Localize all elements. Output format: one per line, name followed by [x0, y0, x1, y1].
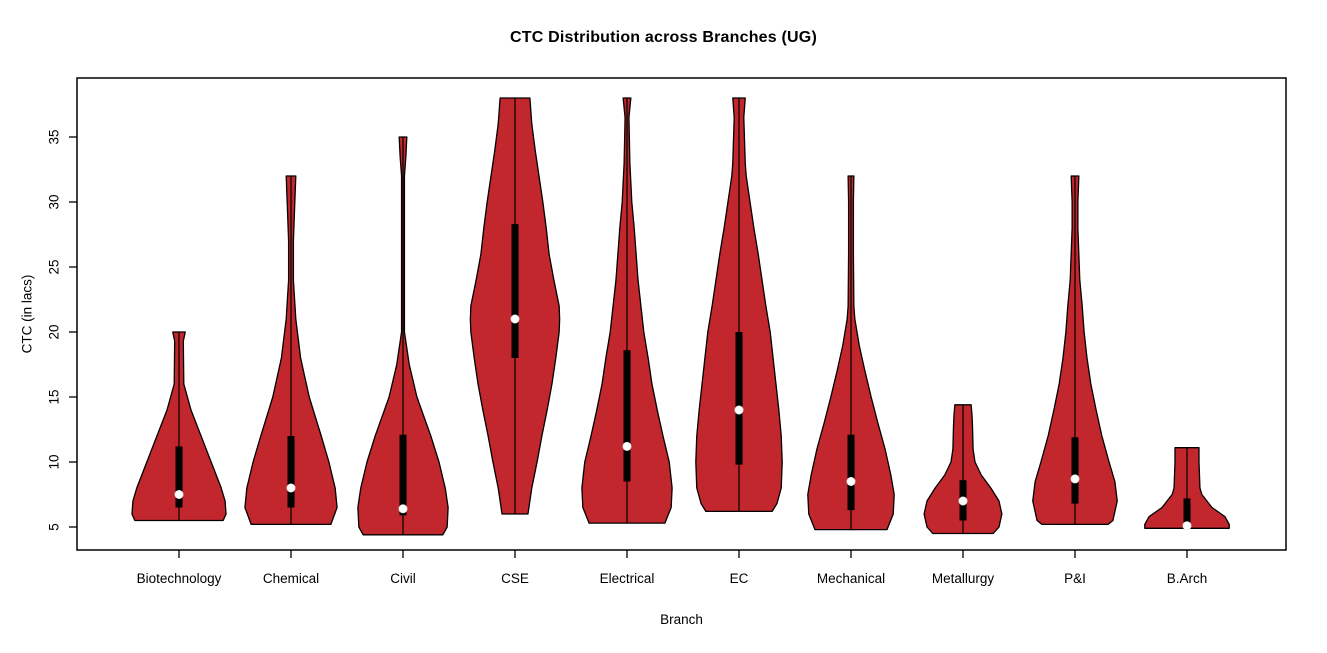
violin-median-dot-p-i — [1070, 474, 1080, 484]
x-tick-label-b-arch: B.Arch — [1167, 571, 1208, 586]
violin-box-chemical — [287, 436, 295, 508]
x-tick-label-chemical: Chemical — [263, 571, 319, 586]
y-tick-label-10: 10 — [47, 454, 62, 469]
violin-box-electrical — [623, 350, 631, 482]
violin-median-dot-b-arch — [1182, 521, 1192, 531]
y-axis-title: CTC (in lacs) — [20, 275, 35, 354]
violin-median-dot-metallurgy — [958, 496, 968, 506]
violin-box-mechanical — [847, 434, 855, 511]
violin-box-biotechnology — [175, 446, 183, 508]
x-tick-label-cse: CSE — [501, 571, 529, 586]
x-tick-label-ec: EC — [730, 571, 749, 586]
violin-median-dot-biotechnology — [174, 489, 184, 499]
violin-box-p-i — [1071, 437, 1079, 504]
x-tick-label-civil: Civil — [390, 571, 416, 586]
y-tick-label-35: 35 — [47, 129, 62, 144]
y-tick-label-15: 15 — [47, 389, 62, 404]
x-tick-label-p-i: P&I — [1064, 571, 1086, 586]
x-tick-label-biotechnology: Biotechnology — [137, 571, 222, 586]
violin-median-dot-ec — [734, 405, 744, 415]
violin-box-civil — [399, 434, 407, 516]
y-tick-label-25: 25 — [47, 259, 62, 274]
violin-median-dot-electrical — [622, 441, 632, 451]
violin-box-ec — [735, 332, 743, 465]
violin-box-cse — [511, 224, 519, 358]
violin-box-b-arch — [1183, 498, 1191, 525]
x-tick-label-mechanical: Mechanical — [817, 571, 885, 586]
violin-median-dot-civil — [398, 504, 408, 514]
x-tick-label-metallurgy: Metallurgy — [932, 571, 995, 586]
x-axis-title: Branch — [660, 612, 703, 627]
chart-title: CTC Distribution across Branches (UG) — [509, 29, 817, 46]
plot-frame — [76, 77, 1287, 551]
violin-median-dot-mechanical — [846, 476, 856, 486]
violin-median-dot-cse — [510, 314, 520, 324]
y-tick-label-5: 5 — [47, 523, 62, 531]
x-tick-label-electrical: Electrical — [600, 571, 655, 586]
violin-median-dot-chemical — [286, 483, 296, 493]
y-tick-label-20: 20 — [47, 324, 62, 339]
y-tick-label-30: 30 — [47, 194, 62, 209]
